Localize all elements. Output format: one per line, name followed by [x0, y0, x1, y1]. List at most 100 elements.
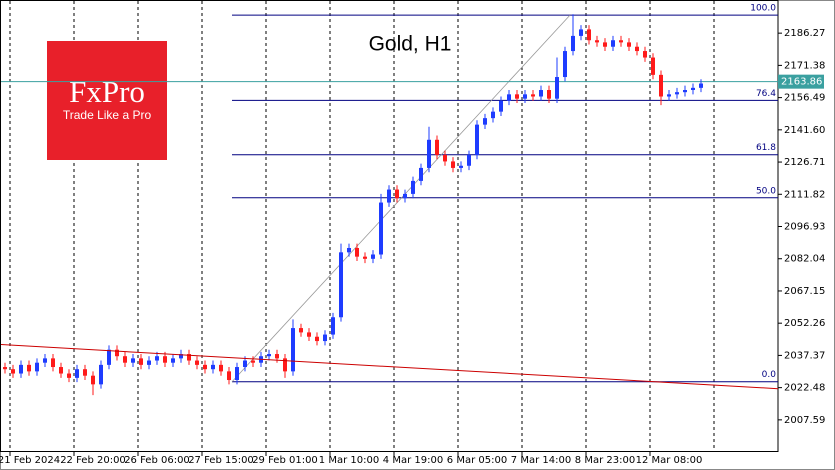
candle-body: [555, 77, 559, 99]
candle-body: [579, 29, 583, 36]
logo-tagline: Trade Like a Pro: [63, 108, 152, 122]
candle-body: [443, 154, 447, 162]
candle-body: [3, 367, 7, 370]
candle-body: [515, 94, 519, 99]
candle-body: [243, 360, 247, 368]
candle-body: [323, 334, 327, 342]
candle-body: [643, 51, 647, 58]
candle-body: [395, 189, 399, 199]
candle-body: [219, 364, 223, 372]
candle-body: [171, 358, 175, 363]
y-tick-label: 2096.93: [784, 222, 825, 233]
logo-brand: FxPro: [69, 74, 145, 109]
candle-body: [563, 51, 567, 78]
candle-body: [267, 354, 271, 357]
candle-body: [307, 332, 311, 337]
candle-body: [147, 360, 151, 365]
candle-body: [155, 356, 159, 361]
candle-body: [227, 371, 231, 381]
candle-body: [355, 247, 359, 257]
candle-body: [587, 29, 591, 41]
candle-body: [427, 139, 431, 168]
candle-body: [11, 369, 15, 374]
y-tick-label: 2111.82: [784, 189, 825, 200]
y-tick-label: 2186.27: [784, 28, 825, 39]
candle-body: [35, 362, 39, 372]
x-tick-label: 22 Feb 20:00: [60, 455, 126, 466]
fib-label: 61.8: [756, 143, 776, 153]
x-tick-label: 21 Feb 2024: [0, 455, 60, 466]
candle-body: [371, 254, 375, 259]
candle-body: [139, 358, 143, 365]
candle-body: [483, 118, 487, 125]
candle-body: [547, 90, 551, 99]
candle-body: [43, 358, 47, 363]
current-price-label: 2163.86: [781, 77, 822, 88]
y-tick-label: 2037.37: [784, 350, 825, 361]
candle-body: [59, 367, 63, 374]
candle-body: [91, 375, 95, 385]
candle-body: [163, 356, 167, 363]
candle-body: [123, 356, 127, 363]
candle-body: [539, 90, 543, 97]
candle-body: [283, 358, 287, 372]
x-tick-label: 8 Mar 23:00: [575, 455, 635, 466]
candle-body: [203, 364, 207, 370]
x-tick-label: 27 Feb 15:00: [188, 455, 254, 466]
x-tick-label: 6 Mar 05:00: [447, 455, 507, 466]
logo: [47, 41, 167, 160]
candle-body: [619, 40, 623, 43]
candle-body: [451, 161, 455, 168]
y-tick-label: 2156.49: [784, 93, 825, 104]
y-tick-label: 2082.04: [784, 254, 825, 265]
candle-body: [179, 354, 183, 359]
candle-body: [635, 46, 639, 52]
candle-body: [235, 367, 239, 381]
candle-body: [251, 360, 255, 363]
candle-body: [387, 189, 391, 203]
candle-body: [675, 92, 679, 95]
x-tick-label: 1 Mar 10:00: [319, 455, 379, 466]
candle-body: [411, 180, 415, 194]
candle-body: [299, 328, 303, 333]
candle-body: [475, 124, 479, 155]
candle-body: [195, 360, 199, 365]
candle-body: [435, 139, 439, 155]
candle-body: [627, 42, 631, 47]
candle-body: [27, 364, 31, 372]
y-tick-label: 2067.15: [784, 286, 825, 297]
candle-body: [347, 247, 351, 253]
candle-body: [131, 358, 135, 363]
candle-body: [211, 364, 215, 370]
candle-body: [491, 111, 495, 119]
candle-body: [99, 364, 103, 385]
fib-label: 0.0: [762, 370, 777, 380]
chart-title: Gold, H1: [369, 33, 452, 56]
candle-body: [459, 165, 463, 168]
candle-body: [339, 252, 343, 318]
candle-body: [531, 94, 535, 97]
fib-label: 100.0: [750, 4, 776, 14]
trendline: [0, 344, 779, 390]
candle-body: [107, 349, 111, 365]
candle-body: [507, 94, 511, 101]
y-tick-label: 2007.59: [784, 415, 825, 426]
candle-body: [379, 202, 383, 255]
y-tick-label: 2141.60: [784, 125, 825, 136]
y-tick-label: 2171.38: [784, 60, 825, 71]
candle-body: [467, 154, 471, 166]
candle-body: [699, 83, 703, 88]
candle-body: [331, 317, 335, 335]
candle-body: [291, 328, 295, 372]
candle-body: [419, 167, 423, 181]
candle-body: [19, 364, 23, 374]
candle-body: [651, 57, 655, 75]
candle-body: [403, 193, 407, 199]
candle-body: [691, 87, 695, 91]
candle-body: [667, 94, 671, 97]
candle-body: [67, 373, 71, 378]
fib-label: 50.0: [756, 186, 776, 196]
candle-body: [75, 369, 79, 378]
candle-body: [659, 74, 663, 97]
